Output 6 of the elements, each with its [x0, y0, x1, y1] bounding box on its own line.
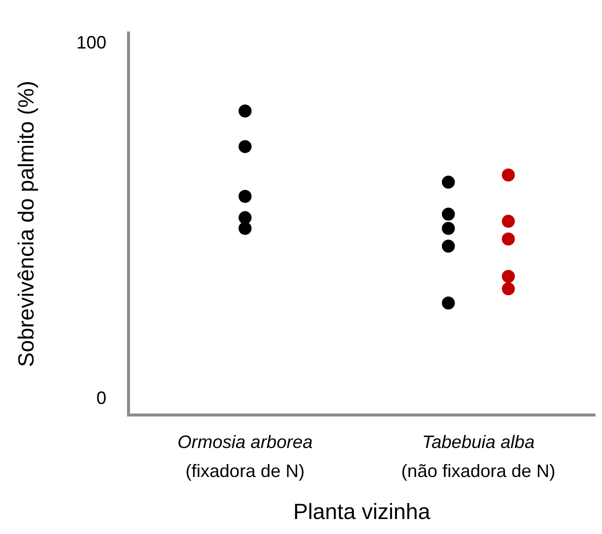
y-tick-label: 0	[96, 388, 106, 408]
y-axis-title: Sobrevivência do palmito (%)	[13, 80, 38, 367]
x-tick-label: Ormosia arborea (fixadora de N)	[178, 432, 313, 481]
x-axis-title: Planta vizinha	[293, 498, 431, 524]
x-tick-label: Tabebuia alba (não fixadora de N)	[401, 432, 556, 481]
y-tick-label: 100	[76, 32, 106, 52]
